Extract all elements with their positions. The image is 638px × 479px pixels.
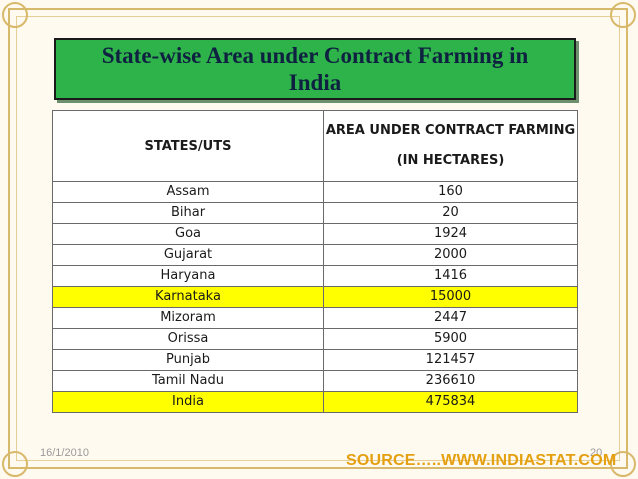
header-area-line2: (IN HECTARES) <box>396 153 505 168</box>
state-cell: Haryana <box>52 265 324 287</box>
table-row: Mizoram 2447 <box>52 307 578 329</box>
area-cell: 236610 <box>323 370 578 392</box>
area-cell: 1924 <box>323 223 578 245</box>
state-cell: Punjab <box>52 349 324 371</box>
state-cell: Mizoram <box>52 307 324 329</box>
header-area-line1: AREA UNDER CONTRACT FARMING <box>325 123 576 138</box>
state-cell: Karnataka <box>52 286 324 308</box>
state-cell: Goa <box>52 223 324 245</box>
page-number: 20 <box>590 447 603 459</box>
area-cell: 2447 <box>323 307 578 329</box>
header-area: AREA UNDER CONTRACT FARMING (IN HECTARES… <box>323 110 578 182</box>
footer-date: 16/1/2010 <box>40 447 89 459</box>
table-row: Gujarat 2000 <box>52 244 578 266</box>
table-row: India 475834 <box>52 391 578 413</box>
area-cell: 475834 <box>323 391 578 413</box>
table-row: Assam 160 <box>52 181 578 203</box>
state-cell: Gujarat <box>52 244 324 266</box>
slide-title: State-wise Area under Contract Farming i… <box>101 43 529 95</box>
table-row: Orissa 5900 <box>52 328 578 350</box>
state-cell: Tamil Nadu <box>52 370 324 392</box>
area-cell: 2000 <box>323 244 578 266</box>
area-cell: 160 <box>323 181 578 203</box>
table-row: Karnataka 15000 <box>52 286 578 308</box>
corner-ornament-icon <box>2 2 28 28</box>
corner-ornament-icon <box>610 451 636 477</box>
table-row: Punjab 121457 <box>52 349 578 371</box>
state-cell: India <box>52 391 324 413</box>
state-cell: Orissa <box>52 328 324 350</box>
title-box: State-wise Area under Contract Farming i… <box>54 38 576 100</box>
contract-farming-table: STATES/UTS AREA UNDER CONTRACT FARMING (… <box>52 110 578 413</box>
corner-ornament-icon <box>2 451 28 477</box>
table-row: Haryana 1416 <box>52 265 578 287</box>
area-cell: 20 <box>323 202 578 224</box>
table-row: Goa 1924 <box>52 223 578 245</box>
source-credit: SOURCE…..WWW.INDIASTAT.COM <box>346 452 617 469</box>
header-states: STATES/UTS <box>52 110 324 182</box>
state-cell: Assam <box>52 181 324 203</box>
table-header-row: STATES/UTS AREA UNDER CONTRACT FARMING (… <box>52 110 578 182</box>
area-cell: 5900 <box>323 328 578 350</box>
decorative-border <box>8 8 628 469</box>
inner-border <box>16 16 620 461</box>
area-cell: 15000 <box>323 286 578 308</box>
corner-ornament-icon <box>610 2 636 28</box>
area-cell: 121457 <box>323 349 578 371</box>
table-row: Bihar 20 <box>52 202 578 224</box>
area-cell: 1416 <box>323 265 578 287</box>
state-cell: Bihar <box>52 202 324 224</box>
table-row: Tamil Nadu 236610 <box>52 370 578 392</box>
